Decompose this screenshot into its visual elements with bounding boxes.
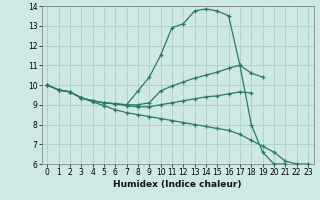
X-axis label: Humidex (Indice chaleur): Humidex (Indice chaleur) [113,180,242,189]
